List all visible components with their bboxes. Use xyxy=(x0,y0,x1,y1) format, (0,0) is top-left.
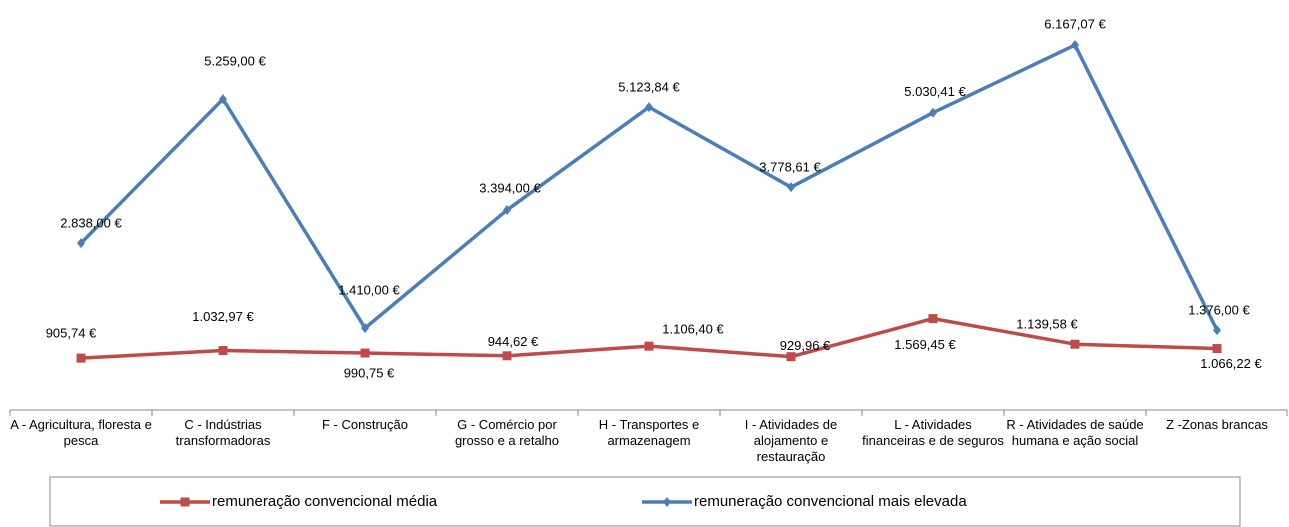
line-marker xyxy=(76,353,86,363)
data-label: 929,96 € xyxy=(780,338,831,353)
line-marker xyxy=(1213,325,1221,336)
data-label: 944,62 € xyxy=(488,334,539,349)
x-tick-label: G - Comércio por grosso e a retalho xyxy=(454,417,560,448)
line-marker xyxy=(1070,339,1080,349)
data-label: 1.376,00 € xyxy=(1188,303,1250,318)
line-marker xyxy=(1212,344,1222,354)
line-marker xyxy=(360,348,370,358)
data-label: 6.167,07 € xyxy=(1044,16,1106,31)
x-tick-label: H - Transportes e armazenagem xyxy=(598,417,700,448)
line-marker xyxy=(786,352,796,362)
line-marker xyxy=(77,238,85,249)
line-marker xyxy=(644,341,654,351)
legend-box xyxy=(49,476,1241,527)
line-marker xyxy=(929,107,937,118)
x-tick-label: I - Atividades de alojamento e restauraç… xyxy=(744,417,838,464)
legend-marker xyxy=(663,497,671,507)
line-marker xyxy=(361,323,369,334)
line-marker xyxy=(1071,40,1079,51)
line-marker xyxy=(787,182,795,193)
data-label: 1.569,45 € xyxy=(894,337,956,352)
line-marker xyxy=(503,205,511,216)
x-tick-label: L - Atividades financeiras e de seguros xyxy=(862,417,1004,448)
data-label: 5.123,84 € xyxy=(618,80,680,95)
legend-marker xyxy=(180,497,190,507)
x-tick-label: A - Agricultura, floresta e pesca xyxy=(10,417,152,448)
data-label: 3.394,00 € xyxy=(479,180,541,195)
line-marker xyxy=(928,314,938,324)
data-label: 905,74 € xyxy=(46,326,97,341)
data-label: 5.259,00 € xyxy=(204,54,266,69)
line-marker xyxy=(645,102,653,113)
data-label: 2.838,00 € xyxy=(60,216,122,231)
legend-label: remuneração convencional média xyxy=(212,493,438,510)
line-marker xyxy=(219,94,227,105)
x-tick-label: F - Construção xyxy=(322,417,408,432)
data-label: 1.106,40 € xyxy=(662,322,724,337)
x-tick-label: R - Atividades de saúde humana e ação so… xyxy=(1006,417,1144,448)
data-label: 1.032,97 € xyxy=(192,309,254,324)
legend-label: remuneração convencional mais elevada xyxy=(694,493,967,510)
data-label: 3.778,61 € xyxy=(759,160,821,175)
line-marker xyxy=(218,346,228,356)
data-label: 1.066,22 € xyxy=(1200,356,1262,371)
data-label: 1.139,58 € xyxy=(1016,317,1078,332)
line-marker xyxy=(502,351,512,361)
x-tick-label: C - Indústrias transformadoras xyxy=(175,417,271,448)
x-tick-label: Z -Zonas brancas xyxy=(1166,417,1268,432)
data-label: 1.410,00 € xyxy=(338,283,400,298)
data-label: 990,75 € xyxy=(344,365,395,380)
data-label: 5.030,41 € xyxy=(904,84,966,99)
